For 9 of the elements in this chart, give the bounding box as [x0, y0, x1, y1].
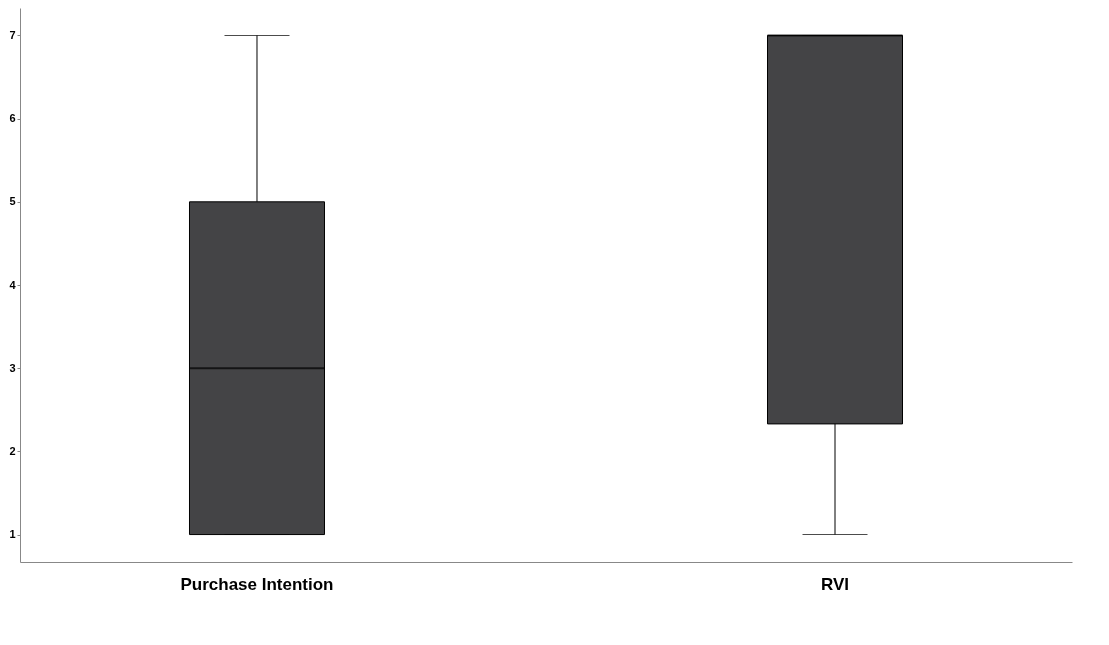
y-tick-label: 6: [9, 112, 16, 125]
y-tick-label: 7: [9, 28, 16, 41]
y-tick-label: 1: [9, 528, 16, 541]
y-tick-label: 5: [9, 195, 16, 208]
y-tick-label: 2: [9, 444, 16, 457]
y-tick-label: 4: [9, 278, 17, 291]
y-tick-label: 3: [9, 361, 16, 374]
x-tick-label: RVI: [820, 574, 850, 594]
x-tick-label: Purchase Intention: [180, 574, 334, 594]
